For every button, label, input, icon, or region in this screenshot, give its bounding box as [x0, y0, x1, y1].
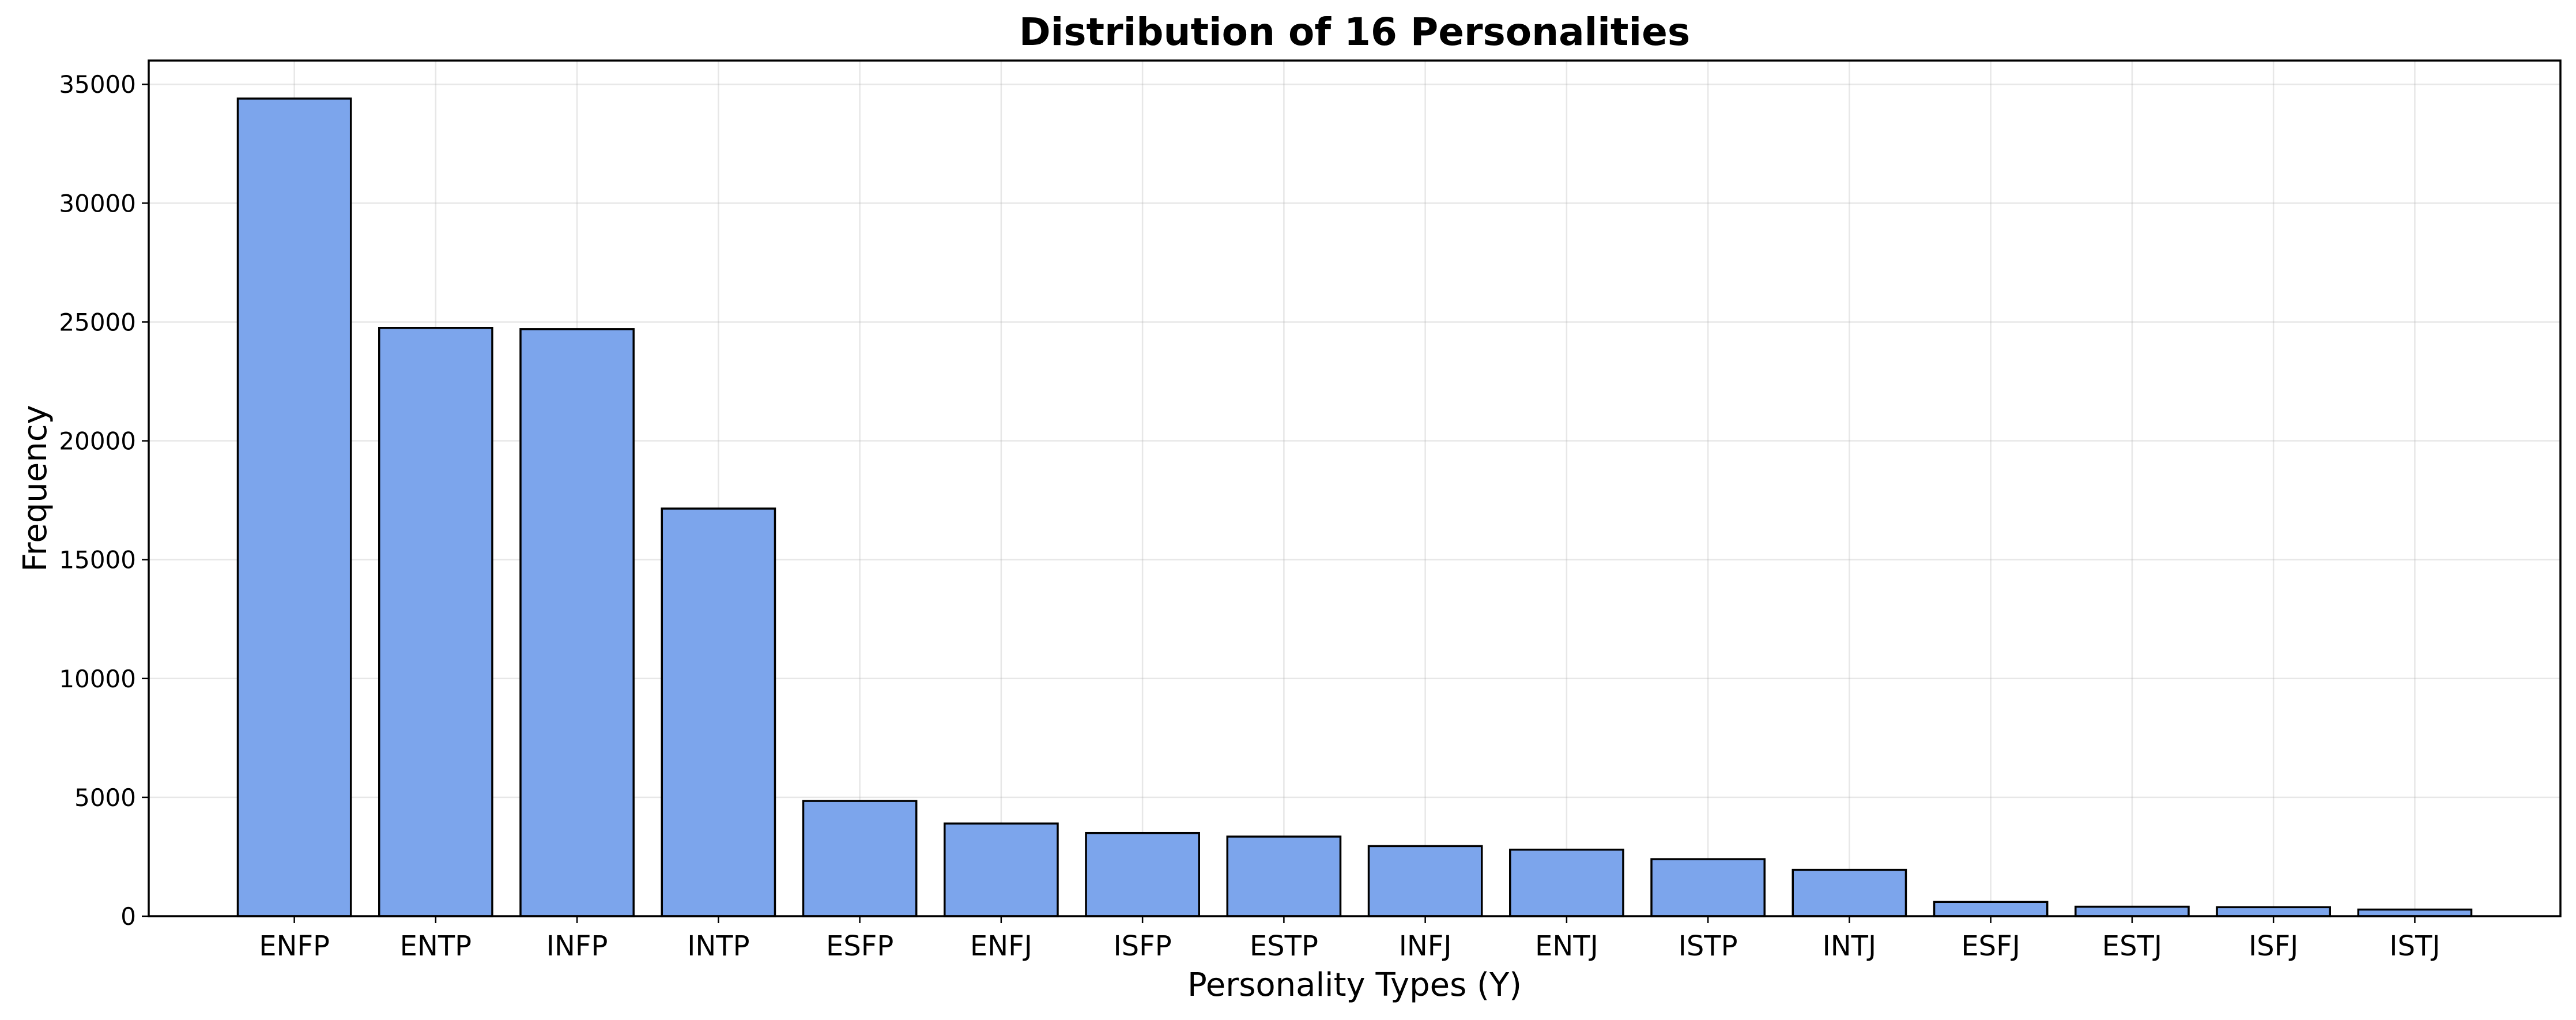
bar-entj — [1509, 848, 1624, 917]
y-tick-label: 35000 — [59, 70, 136, 99]
x-tick-label: ISFP — [1114, 930, 1172, 962]
bar-estp — [1226, 835, 1342, 917]
x-tick-label: ISTJ — [2389, 930, 2440, 962]
bar-estj — [2075, 905, 2190, 917]
x-tick-label: ENTP — [400, 930, 472, 962]
y-axis-label: Frequency — [17, 405, 54, 571]
bar-isfp — [1085, 831, 1200, 917]
x-tick-label: ENFP — [259, 930, 330, 962]
bar-istp — [1650, 858, 1766, 917]
bar-isfj — [2216, 906, 2331, 917]
x-tick-label: ISTP — [1679, 930, 1738, 962]
y-tick-label: 30000 — [59, 189, 136, 217]
bars — [236, 97, 2473, 917]
x-tick-label: ESFP — [826, 930, 893, 962]
y-tick-label: 20000 — [59, 427, 136, 456]
bar-enfp — [236, 97, 352, 917]
bar-esfp — [802, 800, 918, 917]
x-tick-label: ENTJ — [1535, 930, 1598, 962]
chart-title: Distribution of 16 Personalities — [1019, 10, 1690, 54]
bar-intp — [661, 507, 776, 917]
bar-intj — [1791, 868, 1907, 917]
x-tick-label: ESTJ — [2102, 930, 2162, 962]
y-tick-label: 0 — [120, 902, 136, 931]
x-tick-label: ESFJ — [1961, 930, 2020, 962]
y-tick-label: 5000 — [74, 784, 136, 812]
x-axis-label: Personality Types (Y) — [1187, 966, 1522, 1004]
bar-enfj — [944, 822, 1059, 917]
y-tick-label: 25000 — [59, 308, 136, 336]
axis-ticks: 0 5000 10000 15000 20000 25000 30000 35000 ENFP E… — [59, 70, 2440, 962]
plot-area-frame — [148, 59, 2562, 917]
bar-infp — [519, 328, 635, 917]
bar-entp — [378, 327, 493, 917]
x-tick-label: ESTP — [1250, 930, 1318, 962]
bar-esfj — [1933, 901, 2049, 917]
y-tick-label: 10000 — [59, 665, 136, 693]
x-tick-label: INTJ — [1823, 930, 1877, 962]
x-tick-label: INFJ — [1399, 930, 1452, 962]
grid-lines — [149, 61, 2560, 917]
bar-infj — [1367, 845, 1483, 917]
x-tick-label: ENFJ — [970, 930, 1032, 962]
x-tick-label: INTP — [687, 930, 749, 962]
x-tick-label: ISFJ — [2249, 930, 2298, 962]
x-tick-label: INFP — [546, 930, 608, 962]
y-tick-label: 15000 — [59, 546, 136, 574]
